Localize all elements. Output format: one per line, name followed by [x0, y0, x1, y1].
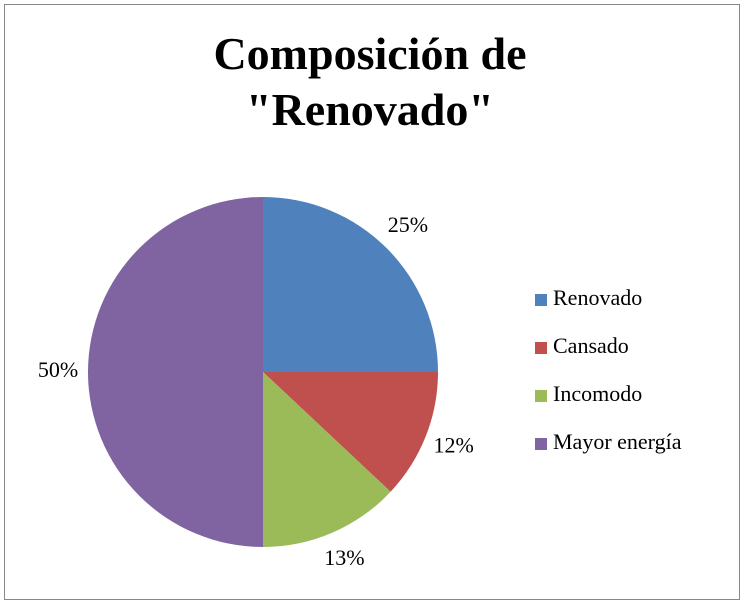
legend-swatch — [535, 294, 547, 306]
pie-slice — [263, 372, 391, 548]
legend-label: Renovado — [553, 285, 642, 310]
data-label: 12% — [433, 433, 473, 458]
pie-slice — [88, 197, 263, 547]
data-label: 50% — [38, 357, 78, 382]
legend-swatch — [535, 438, 547, 450]
chart-title: Composición de "Renovado" — [213, 28, 527, 135]
data-label: 13% — [324, 545, 364, 570]
legend-label: Incomodo — [553, 381, 642, 406]
legend-swatch — [535, 342, 547, 354]
pie-slice — [263, 197, 438, 372]
legend-swatch — [535, 390, 547, 402]
legend-label: Mayor energía — [553, 429, 682, 454]
pie-slice — [263, 372, 438, 492]
legend-label: Cansado — [553, 333, 629, 358]
data-label: 25% — [388, 212, 428, 237]
